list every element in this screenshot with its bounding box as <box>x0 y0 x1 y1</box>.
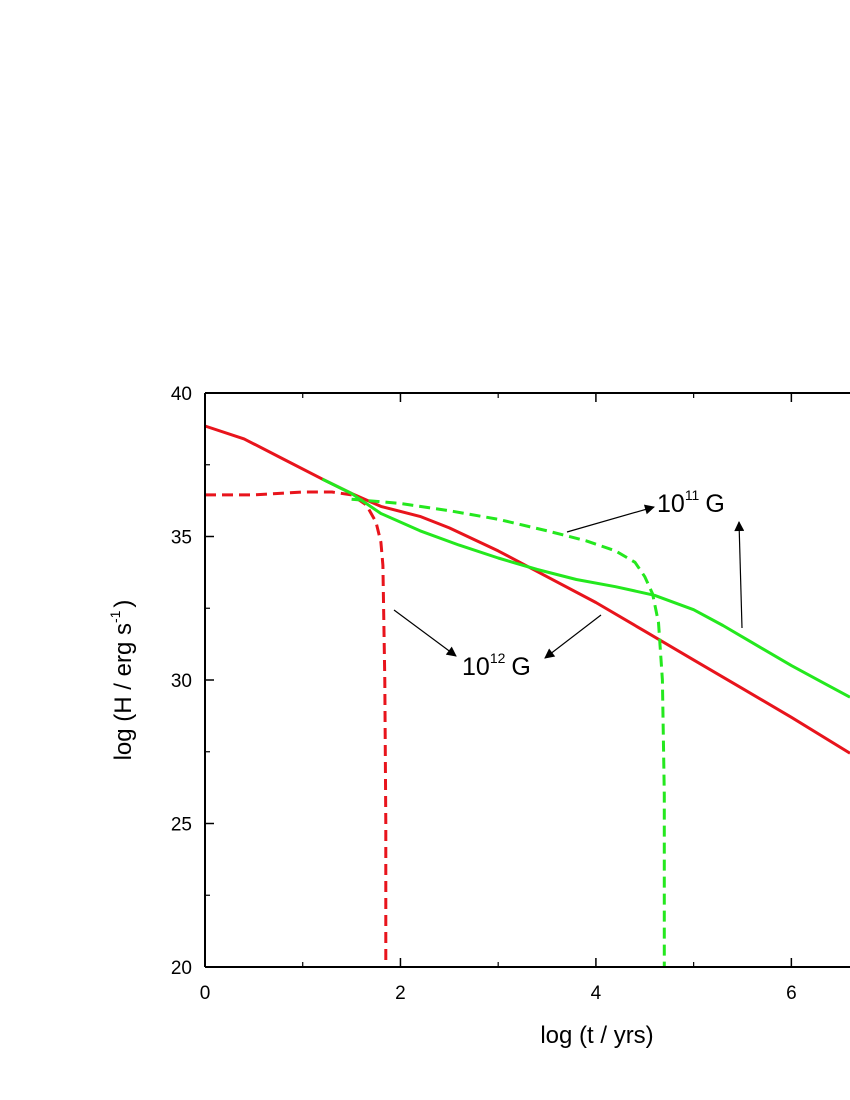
annotation-label-1e12: 1012 G <box>462 650 531 681</box>
y-tick-label: 30 <box>171 671 192 692</box>
annotation-label-1e11: 1011 G <box>657 487 725 518</box>
annotation-arrow-1e12-right <box>544 614 602 659</box>
x-tick-label: 4 <box>591 983 602 1004</box>
series-line-3 <box>321 477 850 699</box>
series-layer <box>204 424 850 967</box>
annotation-arrow-1e11-left <box>566 504 655 533</box>
x-tick-label: 0 <box>200 983 211 1004</box>
x-axis-title: log (t / yrs) <box>540 1022 653 1049</box>
y-axis-title-sup: -1 <box>107 610 123 623</box>
annotation-1e11-base: 10 <box>657 490 685 518</box>
y-axis-title: log (H / erg s-1) <box>107 600 137 761</box>
annotation-arrow-1e11-right <box>734 521 745 629</box>
y-tick-label: 40 <box>171 384 192 405</box>
y-tick-label: 35 <box>171 528 192 549</box>
x-tick-label: 6 <box>786 983 797 1004</box>
series-line-4 <box>351 497 666 967</box>
series-line-1 <box>204 424 850 755</box>
ticks: 0 2 4 6 20 25 30 35 40 <box>171 384 797 1004</box>
y-axis-title-close: ) <box>110 600 137 608</box>
series-line-2 <box>205 490 388 967</box>
y-tick-label: 25 <box>171 815 192 836</box>
annotation-1e11-unit: G <box>705 490 724 518</box>
annotation-1e12-base: 10 <box>462 653 490 681</box>
y-tick-label: 20 <box>171 958 192 979</box>
y-axis-title-main: log (H / erg s <box>110 623 137 760</box>
x-tick-label: 2 <box>395 983 406 1004</box>
annotation-1e11-sup: 11 <box>685 487 700 503</box>
annotation-1e12-sup: 12 <box>490 650 506 666</box>
annotation-arrow-1e12-left <box>393 609 457 657</box>
annotation-1e12-unit: G <box>511 653 530 681</box>
